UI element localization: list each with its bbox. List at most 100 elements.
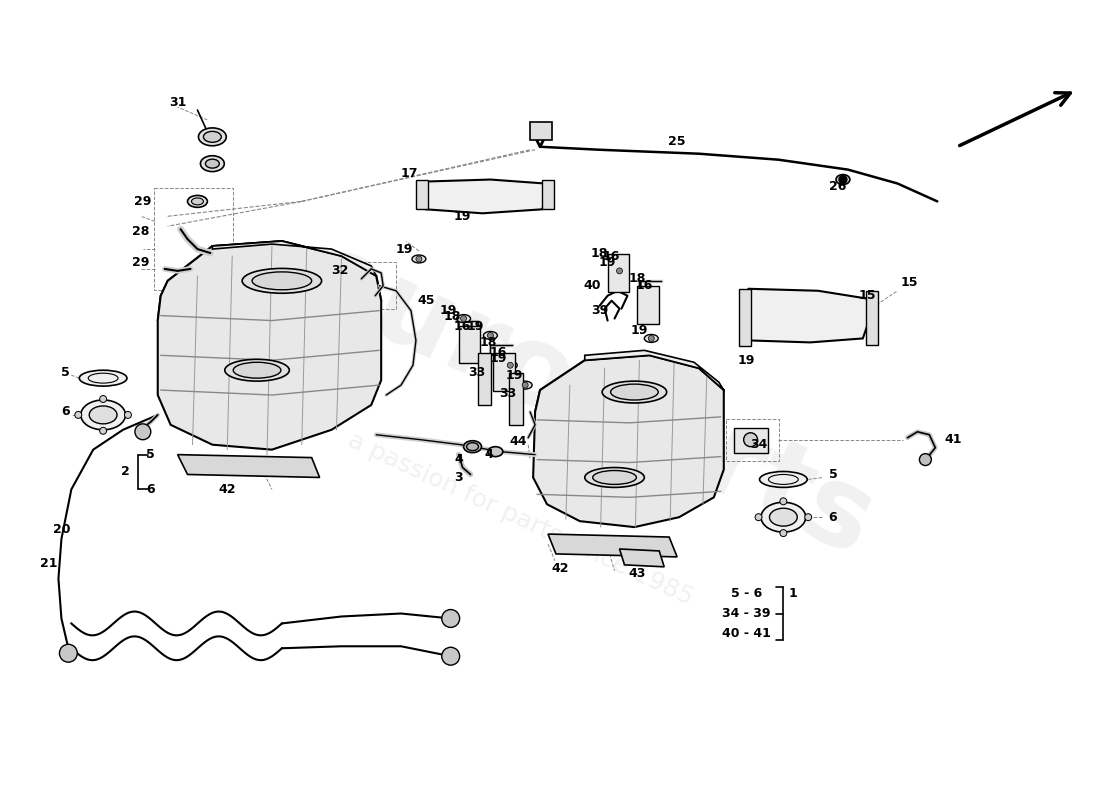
Bar: [477, 354, 492, 405]
Ellipse shape: [593, 470, 637, 485]
Ellipse shape: [759, 471, 807, 487]
Text: 26: 26: [829, 180, 847, 193]
Bar: [530, 122, 552, 140]
Circle shape: [522, 382, 528, 388]
Polygon shape: [157, 241, 382, 450]
Circle shape: [100, 427, 107, 434]
Text: 16: 16: [454, 320, 471, 333]
Ellipse shape: [602, 381, 667, 403]
Text: 19: 19: [598, 257, 616, 270]
Polygon shape: [619, 549, 664, 567]
Ellipse shape: [79, 370, 126, 386]
Bar: [637, 286, 659, 323]
Circle shape: [920, 454, 932, 466]
Circle shape: [461, 315, 466, 322]
Text: 6: 6: [146, 483, 155, 496]
Text: 42: 42: [219, 483, 236, 496]
Text: 19: 19: [506, 369, 522, 382]
Ellipse shape: [224, 359, 289, 381]
Circle shape: [744, 433, 758, 446]
Ellipse shape: [761, 502, 805, 532]
Text: 18: 18: [591, 246, 608, 259]
Ellipse shape: [613, 267, 627, 275]
Text: 19: 19: [440, 304, 458, 317]
Polygon shape: [157, 241, 382, 375]
Ellipse shape: [463, 441, 482, 453]
Polygon shape: [585, 350, 724, 390]
Polygon shape: [177, 454, 320, 478]
Text: 39: 39: [591, 304, 608, 317]
Text: 19: 19: [395, 242, 412, 255]
Text: 31: 31: [169, 95, 186, 109]
Circle shape: [805, 514, 812, 521]
Circle shape: [839, 175, 847, 183]
Text: 19: 19: [738, 354, 756, 366]
Ellipse shape: [466, 442, 478, 450]
Circle shape: [507, 362, 514, 368]
Circle shape: [124, 411, 131, 418]
Circle shape: [100, 395, 107, 402]
Ellipse shape: [610, 384, 658, 400]
Text: europarts: europarts: [288, 222, 891, 578]
Bar: [866, 290, 878, 346]
Ellipse shape: [456, 314, 471, 322]
Bar: [416, 179, 428, 210]
Polygon shape: [548, 534, 678, 557]
Text: 25: 25: [669, 135, 686, 148]
Polygon shape: [421, 179, 548, 214]
Ellipse shape: [585, 467, 645, 487]
Ellipse shape: [200, 156, 224, 171]
Text: 32: 32: [331, 265, 349, 278]
Ellipse shape: [233, 362, 280, 378]
Text: 1: 1: [789, 587, 797, 600]
Ellipse shape: [187, 195, 208, 207]
Circle shape: [780, 498, 786, 505]
Text: 19: 19: [466, 320, 484, 333]
Ellipse shape: [645, 334, 658, 342]
Text: 18: 18: [480, 336, 497, 349]
Bar: [459, 326, 481, 363]
Text: 33: 33: [499, 386, 517, 399]
Circle shape: [59, 644, 77, 662]
Text: 19: 19: [490, 352, 507, 365]
Ellipse shape: [89, 406, 117, 424]
Polygon shape: [742, 289, 870, 342]
Text: 5: 5: [146, 448, 155, 461]
Text: 19: 19: [454, 210, 471, 222]
Ellipse shape: [504, 362, 517, 370]
Ellipse shape: [252, 272, 311, 290]
Bar: [739, 289, 750, 346]
Bar: [734, 428, 769, 453]
Ellipse shape: [191, 198, 204, 205]
Circle shape: [755, 514, 762, 521]
Circle shape: [442, 647, 460, 665]
Text: 29: 29: [134, 195, 152, 208]
Text: 21: 21: [40, 558, 57, 570]
Bar: [509, 373, 524, 425]
Ellipse shape: [488, 446, 503, 457]
Text: 6: 6: [62, 406, 69, 418]
Text: 28: 28: [132, 225, 150, 238]
Text: 6: 6: [828, 510, 837, 524]
Text: 16: 16: [490, 346, 507, 359]
Ellipse shape: [80, 400, 125, 430]
Polygon shape: [535, 355, 724, 450]
Text: 34 - 39: 34 - 39: [723, 607, 771, 620]
Text: 40: 40: [583, 279, 601, 292]
Text: 15: 15: [859, 290, 877, 302]
Text: 20: 20: [53, 522, 70, 535]
Bar: [607, 254, 629, 292]
Polygon shape: [534, 355, 724, 527]
Circle shape: [648, 335, 654, 342]
Text: 5: 5: [828, 468, 837, 481]
Ellipse shape: [206, 159, 219, 168]
Circle shape: [442, 610, 460, 627]
Ellipse shape: [770, 508, 798, 526]
Text: 41: 41: [945, 434, 961, 446]
Ellipse shape: [412, 255, 426, 263]
Text: 43: 43: [629, 567, 646, 580]
Text: 4: 4: [454, 453, 463, 466]
Text: 42: 42: [551, 562, 569, 575]
Polygon shape: [212, 241, 376, 276]
Text: 5: 5: [60, 366, 69, 378]
